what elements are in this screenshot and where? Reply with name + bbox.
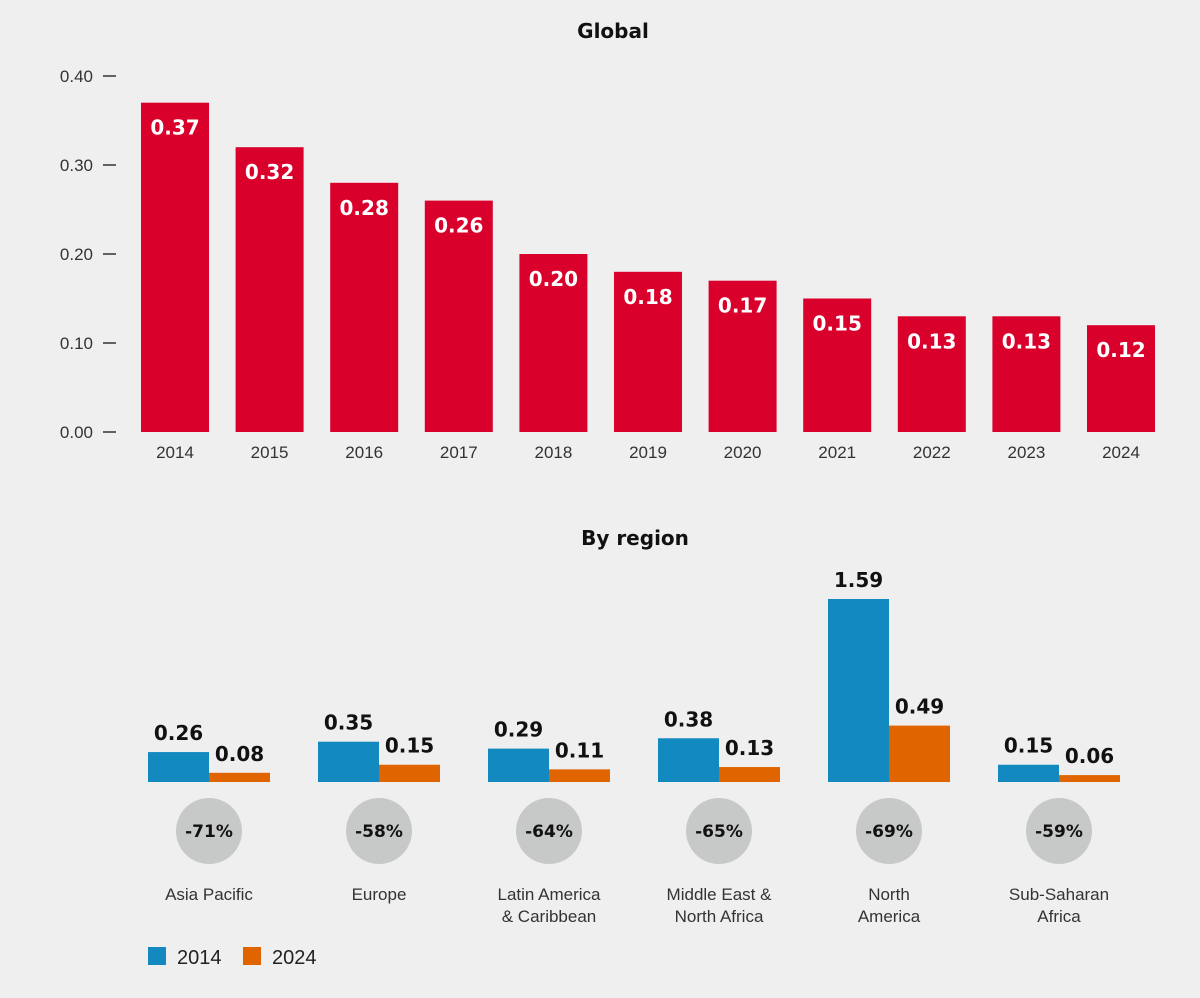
global-bar — [519, 254, 588, 432]
global-bar — [235, 147, 304, 432]
global-bar — [897, 316, 966, 432]
region-bar-2014 — [658, 738, 719, 782]
y-tick-label: 0.30 — [60, 156, 93, 175]
region-category-label: Latin America — [498, 885, 602, 904]
region-bar-value-label: 0.29 — [494, 718, 543, 742]
x-tick-label: 2016 — [345, 443, 383, 462]
x-tick-label: 2021 — [818, 443, 856, 462]
global-bar — [803, 298, 872, 432]
y-tick-label: 0.20 — [60, 245, 93, 264]
global-bar-value-label: 0.12 — [1096, 338, 1145, 362]
x-tick-label: 2024 — [1102, 443, 1140, 462]
x-tick-label: 2018 — [534, 443, 572, 462]
region-bar-2014 — [998, 764, 1059, 782]
y-tick-label: 0.10 — [60, 334, 93, 353]
change-badge — [686, 798, 752, 864]
legend-label: 2024 — [272, 947, 317, 969]
region-bar-2024 — [889, 725, 950, 782]
change-badge-label: -65% — [695, 822, 743, 842]
region-bar-2014 — [828, 599, 889, 782]
global-y-axis: 0.00 0.10 0.20 0.30 0.40 — [60, 67, 116, 442]
global-chart-title: Global — [577, 19, 649, 43]
region-bar-2024 — [209, 772, 270, 782]
region-bar-value-label: 0.26 — [154, 721, 203, 745]
change-badge-label: -58% — [355, 822, 403, 842]
x-tick-label: 2015 — [251, 443, 289, 462]
change-badge-label: -59% — [1035, 822, 1083, 842]
global-bar-value-label: 0.13 — [907, 329, 956, 353]
region-category-label: North Africa — [675, 907, 764, 926]
global-bar — [614, 271, 682, 432]
change-badge-label: -64% — [525, 822, 573, 842]
global-bar — [424, 200, 493, 432]
global-bar — [1087, 325, 1155, 432]
region-bar-value-label: 0.06 — [1065, 744, 1114, 768]
x-tick-label: 2014 — [156, 443, 194, 462]
region-bar-2014 — [148, 752, 209, 782]
region-bar-value-label: 0.13 — [725, 736, 774, 760]
region-bar-2024 — [719, 767, 780, 782]
region-chart: By region 0.260.08-71%Asia Pacific0.350.… — [148, 526, 1120, 969]
global-bar-value-label: 0.13 — [1002, 329, 1051, 353]
global-bar-value-label: 0.28 — [340, 196, 389, 220]
region-bar-value-label: 1.59 — [834, 568, 883, 592]
global-bar — [708, 280, 777, 432]
global-bar — [992, 316, 1061, 432]
global-bar — [141, 102, 209, 432]
region-category-label: North — [868, 885, 910, 904]
global-bar-value-label: 0.37 — [150, 116, 199, 140]
global-bar-value-label: 0.18 — [623, 285, 672, 309]
region-category-label: Europe — [352, 885, 407, 904]
region-bar-value-label: 0.35 — [324, 711, 373, 735]
global-bar-value-label: 0.15 — [813, 312, 862, 336]
change-badge — [516, 798, 582, 864]
region-category-label: Africa — [1037, 907, 1081, 926]
region-bar-value-label: 0.15 — [385, 734, 434, 758]
region-category-label: America — [858, 907, 921, 926]
region-bar-value-label: 0.15 — [1004, 734, 1053, 758]
x-tick-label: 2019 — [629, 443, 667, 462]
change-badge — [346, 798, 412, 864]
x-tick-label: 2020 — [724, 443, 762, 462]
global-bar — [330, 182, 399, 432]
region-bar-value-label: 0.08 — [215, 742, 264, 766]
region-bar-2014 — [488, 748, 549, 782]
global-bar-value-label: 0.17 — [718, 294, 767, 318]
legend: 2014 2024 — [148, 947, 317, 969]
region-bar-2024 — [379, 764, 440, 782]
region-category-label: Asia Pacific — [165, 885, 253, 904]
region-bar-value-label: 0.49 — [895, 695, 944, 719]
change-badge-label: -69% — [865, 822, 913, 842]
region-bar-2014 — [318, 741, 379, 782]
change-badge — [176, 798, 242, 864]
legend-swatch-2014 — [148, 947, 166, 965]
region-category-label: Middle East & — [667, 885, 773, 904]
region-bar-value-label: 0.11 — [555, 738, 604, 762]
global-bar-value-label: 0.32 — [245, 160, 294, 184]
legend-label: 2014 — [177, 947, 222, 969]
change-badge — [856, 798, 922, 864]
global-bar-value-label: 0.26 — [434, 214, 483, 238]
region-chart-title: By region — [581, 526, 689, 550]
region-bar-2024 — [549, 769, 610, 782]
region-bar-value-label: 0.38 — [664, 707, 713, 731]
change-badge — [1026, 798, 1092, 864]
region-bars: 0.26 0.08 -71% Asia Pacific 0.35 0.15 -58% Euro… — [148, 568, 1120, 926]
x-tick-label: 2023 — [1007, 443, 1045, 462]
global-bars: 0.37 2014 0.32 2015 0.28 2016 0.26 2017 0.20 2018… — [141, 102, 1155, 462]
y-tick-label: 0.00 — [60, 423, 93, 442]
region-category-label: Sub-Saharan — [1009, 885, 1109, 904]
y-tick-label: 0.40 — [60, 67, 93, 86]
region-category-label: & Caribbean — [502, 907, 597, 926]
region-bar-2024 — [1059, 775, 1120, 782]
change-badge-label: -71% — [185, 822, 233, 842]
x-tick-label: 2017 — [440, 443, 478, 462]
legend-swatch-2024 — [243, 947, 261, 965]
global-chart: Global 0.00 0.10 0.20 0.30 0.40 0.37 2014 0.32… — [60, 19, 1155, 462]
global-bar-value-label: 0.20 — [529, 267, 578, 291]
x-tick-label: 2022 — [913, 443, 951, 462]
